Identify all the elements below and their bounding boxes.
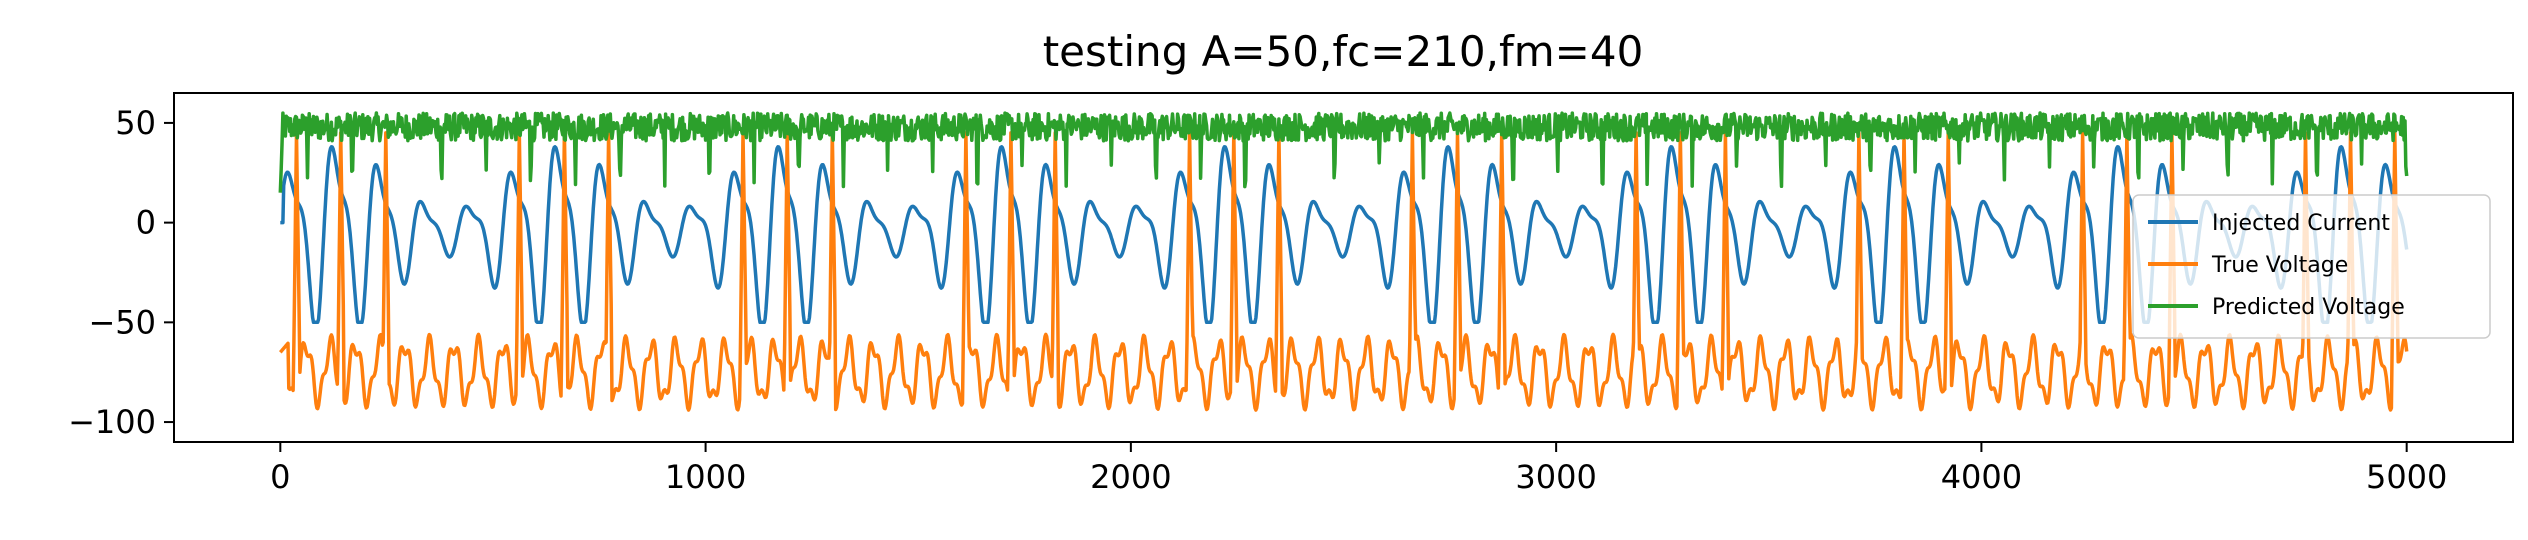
y-tick-label: −50 <box>88 303 156 341</box>
legend-label-predicted-voltage: Predicted Voltage <box>2212 295 2405 320</box>
x-tick-label: 4000 <box>1941 458 2022 496</box>
series-line-injected-current <box>279 145 2409 325</box>
x-axis: 0 1000 2000 3000 4000 5000 <box>270 442 2447 496</box>
chart-title: testing A=50,fc=210,fm=40 <box>1043 27 1644 76</box>
legend-label-injected-current: Injected Current <box>2212 211 2390 236</box>
legend: Injected Current True Voltage Predicted … <box>2132 194 2491 339</box>
x-tick-label: 5000 <box>2366 458 2447 496</box>
axes-frame <box>173 92 2514 443</box>
y-tick-label: −100 <box>68 403 156 441</box>
plot-area <box>278 111 2409 412</box>
x-tick-label: 0 <box>270 458 290 496</box>
x-tick-label: 3000 <box>1515 458 1596 496</box>
series-line-predicted-voltage <box>278 111 2409 193</box>
x-tick-label: 1000 <box>665 458 746 496</box>
legend-label-true-voltage: True Voltage <box>2211 253 2348 278</box>
series-line-true-voltage <box>278 131 2409 412</box>
legend-box <box>2132 194 2491 339</box>
x-tick-label: 2000 <box>1090 458 1171 496</box>
y-axis: 50 0 −50 −100 <box>68 104 174 441</box>
y-tick-label: 0 <box>136 204 156 242</box>
y-tick-label: 50 <box>115 104 156 142</box>
